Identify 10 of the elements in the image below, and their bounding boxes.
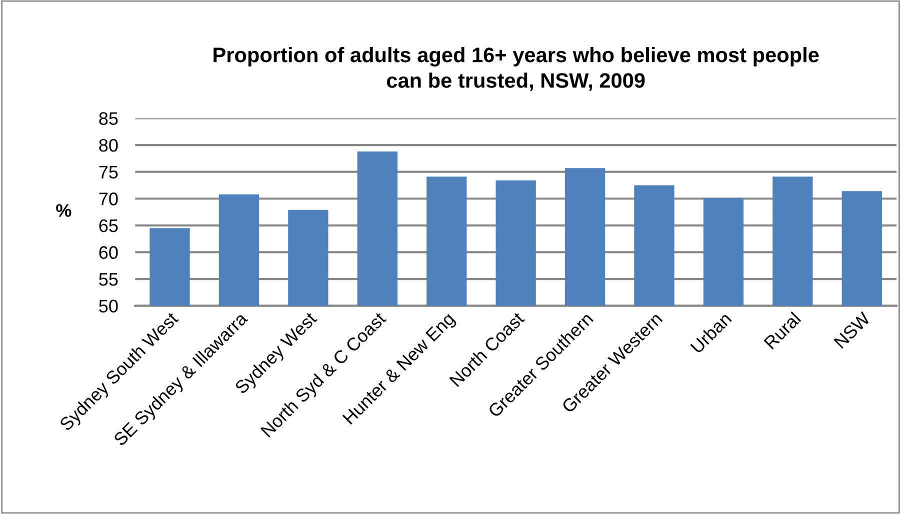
y-tick-label: 80 xyxy=(99,138,118,152)
y-tick-label: 60 xyxy=(99,246,118,259)
y-tick-label: 70 xyxy=(99,192,118,206)
chart-title: Proportion of adults aged 16+ years who believe most people can be trusted, NSW, 2009 xyxy=(214,47,819,91)
y-tick-label: 65 xyxy=(99,219,118,232)
y-tick-label: 50 xyxy=(99,300,118,313)
y-tick-label: 75 xyxy=(99,166,118,179)
y-tick-label: 85 xyxy=(99,112,118,125)
y-axis-title: % xyxy=(56,204,72,217)
y-tick-label: 55 xyxy=(99,273,118,286)
